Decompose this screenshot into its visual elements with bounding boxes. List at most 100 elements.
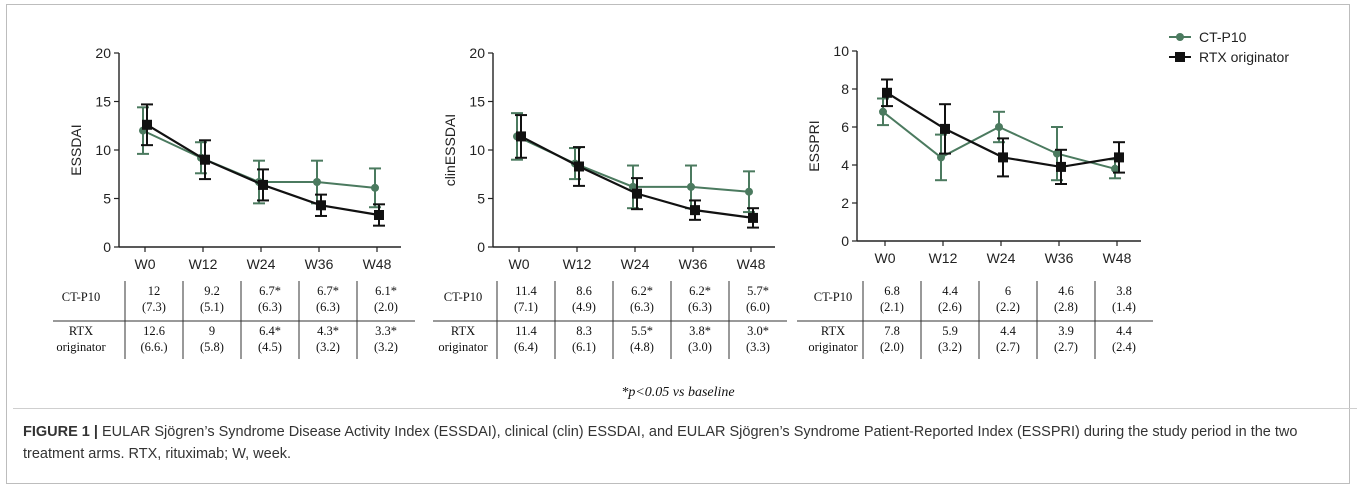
table-cell-mean: 12 [148, 284, 161, 298]
table-cell-sd: (3.2) [938, 340, 962, 354]
table-cell-mean: 4.4 [1116, 324, 1132, 338]
caption-label: FIGURE 1 | [23, 424, 98, 440]
x-tick-label: W0 [509, 256, 530, 272]
y-tick-label: 0 [477, 239, 485, 255]
x-tick-label: W12 [563, 256, 592, 272]
table-cell-sd: (7.3) [142, 300, 166, 314]
legend-ctp10-marker [1176, 33, 1184, 41]
table-cell-sd: (2.2) [996, 300, 1020, 314]
y-tick-label: 20 [469, 45, 485, 61]
ctp10-data-point [745, 187, 753, 196]
table-cell-mean: 6.8 [884, 284, 900, 298]
table-cell-sd: (3.3) [746, 340, 770, 354]
table-row-label: RTX [451, 324, 475, 338]
y-tick-label: 0 [103, 239, 111, 255]
table-cell-mean: 4.6 [1058, 284, 1074, 298]
y-tick-label: 0 [841, 233, 849, 249]
rtx-data-point [748, 212, 758, 223]
table-cell-mean: 9.2 [204, 284, 220, 298]
y-tick-label: 15 [95, 94, 111, 110]
table-cell-mean: 6.1* [375, 284, 397, 298]
table-cell-sd: (2.0) [880, 340, 904, 354]
table-cell-sd: (5.1) [200, 300, 224, 314]
rtx-data-point [516, 131, 526, 142]
ctp10-data-point [1053, 149, 1061, 158]
table-cell-sd: (6.3) [258, 300, 282, 314]
rtx-data-point [1056, 161, 1066, 172]
table-cell-mean: 6.7* [317, 284, 339, 298]
ctp10-data-point [995, 123, 1003, 131]
table-cell-mean: 8.3 [576, 324, 592, 338]
table-cell-sd: (2.7) [996, 340, 1020, 354]
table-cell-mean: 12.6 [143, 324, 165, 338]
x-tick-label: W36 [305, 256, 334, 272]
rtx-data-point [998, 152, 1008, 163]
table-cell-mean: 5.5* [631, 324, 653, 338]
y-tick-label: 5 [477, 191, 485, 207]
table-row-label: RTX [821, 324, 845, 338]
ctp10-data-point [313, 178, 321, 187]
ctp10-data-point [687, 182, 695, 191]
table-cell-mean: 3.9 [1058, 324, 1074, 338]
table-cell-sd: (5.8) [200, 340, 224, 354]
table-cell-sd: (6.1) [572, 340, 596, 354]
table-cell-sd: (6.3) [316, 300, 340, 314]
table-cell-mean: 4.4 [942, 284, 958, 298]
table-cell-sd: (6.4) [514, 340, 538, 354]
x-tick-label: W48 [363, 256, 392, 272]
table-cell-sd: (2.6) [938, 300, 962, 314]
table-cell-sd: (2.7) [1054, 340, 1078, 354]
table-cell-mean: 5.7* [747, 284, 769, 298]
table-cell-mean: 6.2* [689, 284, 711, 298]
table-row-label: CT-P10 [814, 290, 852, 304]
table-cell-sd: (4.9) [572, 300, 596, 314]
table-cell-mean: 3.8* [689, 324, 711, 338]
y-tick-label: 4 [841, 157, 849, 173]
x-tick-label: W24 [621, 256, 650, 272]
table-cell-mean: 3.0* [747, 324, 769, 338]
y-tick-label: 20 [95, 45, 111, 61]
table-cell-sd: (6.0) [746, 300, 770, 314]
table-cell-sd: (4.5) [258, 340, 282, 354]
x-tick-label: W0 [875, 250, 896, 266]
table-cell-mean: 6.2* [631, 284, 653, 298]
rtx-data-point [142, 119, 152, 130]
ctp10-data-point [1111, 164, 1119, 173]
table-cell-mean: 6 [1005, 284, 1011, 298]
y-tick-label: 10 [469, 142, 485, 158]
x-tick-label: W12 [189, 256, 218, 272]
table-cell-sd: (2.4) [1112, 340, 1136, 354]
x-tick-label: W48 [1103, 250, 1132, 266]
table-cell-mean: 5.9 [942, 324, 958, 338]
table-row-label: originator [56, 340, 106, 354]
table-cell-mean: 6.4* [259, 324, 281, 338]
table-row-label: CT-P10 [444, 290, 482, 304]
table-cell-sd: (2.1) [880, 300, 904, 314]
legend-rtx-label: RTX originator [1199, 49, 1289, 65]
ctp10-data-point [937, 153, 945, 162]
y-tick-label: 5 [103, 191, 111, 207]
figure-caption: FIGURE 1 | EULAR Sjögren’s Syndrome Dise… [23, 421, 1343, 465]
rtx-data-point [632, 188, 642, 199]
table-cell-sd: (1.4) [1112, 300, 1136, 314]
x-tick-label: W48 [737, 256, 766, 272]
table-cell-sd: (7.1) [514, 300, 538, 314]
rtx-data-point [574, 161, 584, 172]
table-cell-mean: 3.8 [1116, 284, 1132, 298]
legend-ctp10-label: CT-P10 [1199, 29, 1247, 45]
significance-footnote: *p<0.05 vs baseline [621, 385, 735, 400]
table-cell-sd: (3.0) [688, 340, 712, 354]
table-cell-mean: 8.6 [576, 284, 592, 298]
rtx-data-point [374, 209, 384, 220]
y-tick-label: 15 [469, 94, 485, 110]
y-axis-title: ESSDAI [68, 124, 84, 175]
table-cell-sd: (2.8) [1054, 300, 1078, 314]
y-tick-label: 6 [841, 119, 849, 135]
ctp10-data-point [879, 107, 887, 116]
x-tick-label: W36 [679, 256, 708, 272]
table-cell-sd: (6.3) [630, 300, 654, 314]
x-tick-label: W12 [929, 250, 958, 266]
table-cell-sd: (6.6.) [140, 340, 167, 354]
x-tick-label: W36 [1045, 250, 1074, 266]
table-cell-sd: (4.8) [630, 340, 654, 354]
